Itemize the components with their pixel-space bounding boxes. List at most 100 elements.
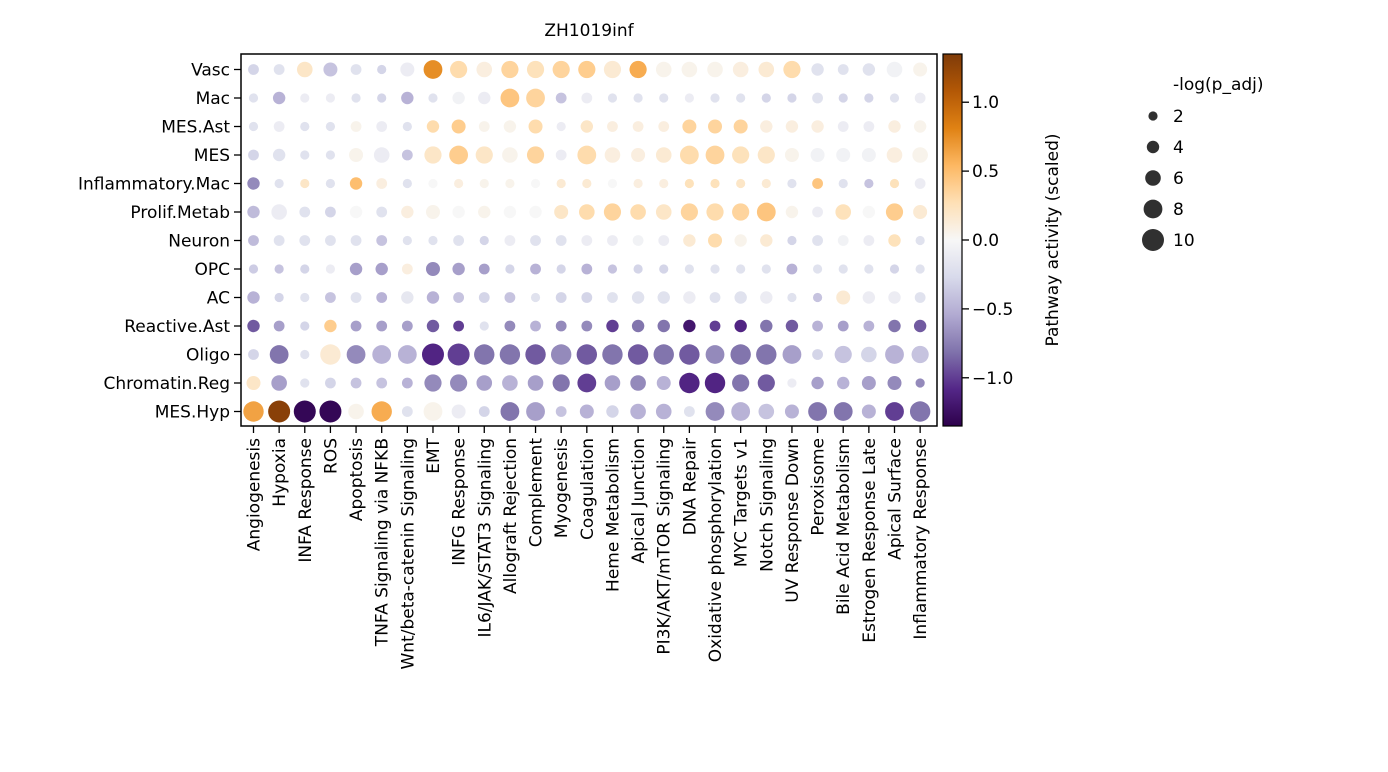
dot-point (606, 319, 619, 333)
dot-point (838, 178, 848, 189)
dot-point (478, 205, 491, 219)
dot-point (556, 264, 566, 274)
dot-point (377, 64, 387, 75)
dot-point (401, 291, 414, 304)
x-tick-label: Oxidative phosphorylation (706, 438, 726, 662)
dot-point (300, 178, 310, 189)
dot-point (783, 60, 801, 79)
dot-point (632, 121, 644, 132)
dot-point (889, 264, 900, 274)
dot-point (325, 150, 336, 160)
dot-point (325, 121, 336, 132)
dot-point (451, 119, 466, 134)
dot-point (248, 264, 259, 274)
dot-point (889, 178, 900, 189)
dot-point (911, 345, 929, 364)
dot-point (810, 148, 825, 162)
size-legend-dot (1142, 229, 1164, 251)
x-tick-label: Notch Signaling (757, 438, 777, 572)
dot-point (376, 292, 388, 303)
dot-point (758, 403, 775, 420)
dot-point (658, 121, 670, 132)
dot-point (555, 149, 567, 161)
dot-point (426, 291, 440, 304)
dot-point (631, 319, 645, 333)
dot-point (604, 147, 621, 163)
dot-point (708, 233, 723, 248)
dot-point (300, 264, 310, 274)
dot-point (837, 320, 849, 332)
dot-point (581, 235, 593, 246)
dot-point (247, 291, 260, 304)
dot-point (579, 404, 594, 419)
dot-point (787, 235, 797, 246)
dot-point (424, 374, 442, 392)
dot-point (555, 235, 567, 246)
dot-point (530, 235, 541, 246)
dot-point (423, 402, 443, 421)
x-tick-label: Bile Acid Metabolism (834, 438, 854, 615)
dot-point (325, 377, 336, 389)
dot-point (402, 121, 412, 132)
dot-point (273, 121, 285, 132)
dot-point (273, 64, 285, 75)
dot-point (631, 291, 645, 304)
dot-point (526, 402, 545, 421)
dot-point (346, 345, 366, 364)
x-tick-label: UV Response Down (783, 438, 803, 603)
dot-point (397, 345, 417, 364)
dot-point (627, 344, 649, 365)
dot-point (683, 406, 695, 417)
dot-point (655, 147, 672, 163)
dot-point (885, 402, 904, 421)
dot-point (736, 264, 746, 274)
dot-point (479, 321, 489, 331)
dot-point (349, 205, 363, 219)
dot-point (862, 63, 876, 76)
dot-point (684, 178, 694, 189)
dot-point (784, 148, 799, 162)
dot-point (577, 145, 597, 165)
dot-point (681, 61, 698, 78)
dot-point (452, 205, 465, 219)
dot-point (350, 121, 362, 132)
x-tick-label: PI3K/AKT/mTOR Signaling (655, 438, 675, 655)
dot-point (757, 146, 775, 164)
dot-point (248, 149, 259, 161)
dot-point (684, 264, 694, 274)
dot-point (913, 205, 928, 219)
dot-point (530, 178, 541, 189)
dot-point (454, 178, 464, 189)
dot-point (812, 349, 823, 360)
dot-point (274, 264, 284, 274)
dot-point (710, 93, 720, 103)
dot-point (530, 320, 541, 332)
dot-point (300, 93, 310, 103)
dot-point (733, 119, 748, 134)
x-tick-label: Coagulation (578, 438, 598, 540)
size-legend-label: 10 (1173, 231, 1195, 251)
dot-point (607, 264, 618, 274)
dot-point (478, 406, 490, 417)
dot-point (656, 376, 671, 390)
size-legend-label: 8 (1173, 200, 1184, 220)
dot-point (705, 402, 725, 421)
dot-point (706, 203, 724, 221)
dot-point (606, 405, 619, 418)
dot-point (447, 343, 470, 366)
dot-point (248, 93, 259, 103)
dot-point (812, 178, 823, 189)
dot-point (756, 344, 777, 365)
dot-point (580, 120, 594, 133)
colorbar-gradient (942, 53, 963, 427)
dot-point (630, 204, 646, 220)
dot-point (655, 61, 672, 78)
dot-point (478, 91, 491, 105)
dot-point (659, 264, 669, 274)
dot-point (915, 235, 925, 246)
colorbar-tick-label: −1.0 (972, 369, 1013, 389)
dot-point (837, 235, 849, 246)
y-tick-label: OPC (194, 260, 230, 280)
dot-point (787, 178, 797, 189)
dot-point (657, 319, 670, 333)
